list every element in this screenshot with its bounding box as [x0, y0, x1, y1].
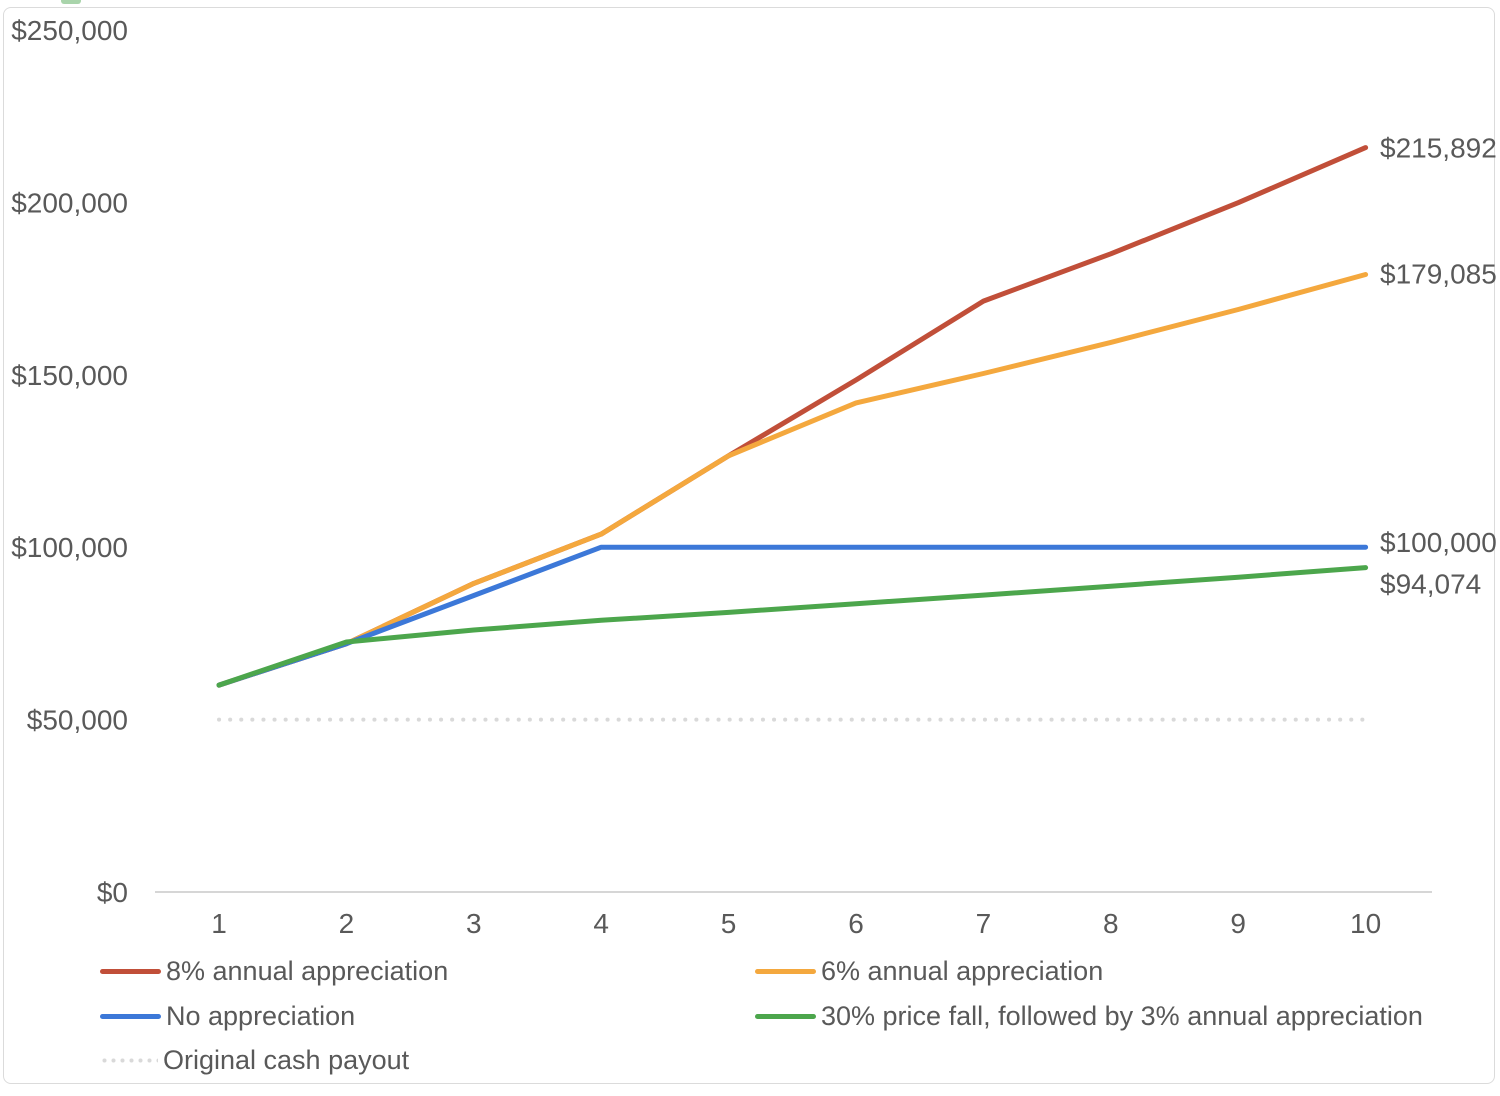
x-tick-label-5: 5	[721, 908, 737, 939]
data-label-100-000: $100,000	[1380, 527, 1497, 558]
x-tick-label-9: 9	[1230, 908, 1246, 939]
series-line-no-appreciation	[216, 544, 1369, 688]
x-tick-label-10: 10	[1350, 908, 1381, 939]
data-label-179-085: $179,085	[1380, 259, 1497, 290]
y-tick-label-50-000: $50,000	[27, 705, 128, 736]
cropped-ui-fragment	[61, 0, 81, 4]
y-tick-label-200-000: $200,000	[11, 187, 128, 218]
y-tick-label-100-000: $100,000	[11, 532, 128, 563]
x-tick-label-4: 4	[593, 908, 609, 939]
y-tick-label-150-000: $150,000	[11, 360, 128, 391]
x-tick-label-7: 7	[976, 908, 992, 939]
series-line-8-annual-appreciation	[216, 145, 1369, 688]
data-label-215-892: $215,892	[1380, 133, 1497, 164]
series-line-6-annual-appreciation	[216, 272, 1369, 688]
y-tick-label-250-000: $250,000	[11, 15, 128, 46]
y-tick-label-0: $0	[97, 877, 128, 908]
x-tick-label-2: 2	[339, 908, 355, 939]
x-tick-label-6: 6	[848, 908, 864, 939]
x-tick-label-3: 3	[466, 908, 482, 939]
series-line-30-price-fall-followed-by-3-annual-appreciation	[216, 565, 1369, 688]
data-label-94-074: $94,074	[1380, 569, 1481, 600]
x-tick-label-1: 1	[211, 908, 227, 939]
x-tick-label-8: 8	[1103, 908, 1119, 939]
